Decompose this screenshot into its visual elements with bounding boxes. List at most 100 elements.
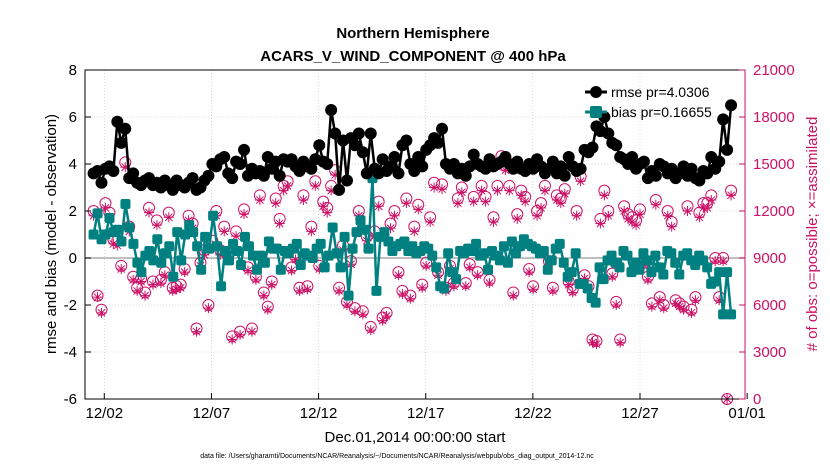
obs-assimilated-point <box>425 216 436 227</box>
bias-point <box>239 231 250 242</box>
rmse-point <box>693 174 706 187</box>
obs-assimilated-point <box>520 196 531 207</box>
obs-assimilated-point <box>116 263 127 274</box>
obs-assimilated-point <box>631 220 642 231</box>
x-tick-label: 12/02 <box>86 405 124 422</box>
obs-assimilated-point <box>92 292 103 303</box>
obs-assimilated-point <box>242 265 253 276</box>
bias-point <box>92 208 103 219</box>
obs-assimilated-point <box>128 274 139 285</box>
bias-point <box>176 255 187 266</box>
y-tick-label: 8 <box>69 62 77 79</box>
bias-point <box>347 243 358 254</box>
obs-assimilated-point <box>144 207 155 218</box>
bias-point <box>714 267 725 278</box>
y-axis-label-right: # of obs: o=possible; ×=assimilated <box>804 117 821 352</box>
bias-point <box>120 198 131 209</box>
legend-entry-rmse: rmse pr=4.0306 <box>585 84 710 100</box>
obs-assimilated-point <box>163 212 174 223</box>
y-right-tick-label: 0 <box>753 391 761 408</box>
rmse-point <box>95 176 108 189</box>
bias-point <box>431 262 442 273</box>
bias-point <box>566 267 577 278</box>
obs-assimilated-point <box>718 256 729 267</box>
bias-point <box>614 262 625 273</box>
rmse-point <box>558 169 571 182</box>
bias-point <box>371 285 382 296</box>
obs-assimilated-point <box>389 210 400 221</box>
obs-assimilated-point <box>714 295 725 306</box>
bias-point <box>212 241 223 252</box>
obs-assimilated-point <box>452 198 463 209</box>
rmse-point <box>602 127 615 140</box>
rmse-point <box>202 169 215 182</box>
rmse-point <box>356 146 369 159</box>
obs-assimilated-point <box>175 282 186 293</box>
rmse-point <box>392 167 405 180</box>
bias-point <box>243 241 254 252</box>
bias-point <box>443 248 454 259</box>
bias-point <box>502 257 513 268</box>
obs-assimilated-point <box>603 210 614 221</box>
rmse-point <box>416 160 429 173</box>
axes: -6 -4 -2 0 2 4 6 8 0 3000 6000 9000 12000 15000 18000 2… <box>64 62 795 422</box>
bias-point <box>180 229 191 240</box>
obs-assimilated-point <box>615 337 626 348</box>
bias-point <box>116 236 127 247</box>
bias-point <box>582 283 593 294</box>
obs-assimilated-point <box>282 180 293 191</box>
rmse-point <box>459 169 472 182</box>
obs-assimilated-point <box>627 216 638 227</box>
obs-assimilated-point <box>666 221 677 232</box>
rmse-point <box>400 134 413 147</box>
obs-assimilated-point <box>591 339 602 350</box>
x-tick-label: 12/12 <box>300 405 338 422</box>
bias-point <box>658 269 669 280</box>
bias-point <box>148 255 159 266</box>
bias-point <box>726 309 737 320</box>
obs-assimilated-point <box>120 162 131 173</box>
bias-point <box>156 257 167 268</box>
bias-point <box>498 241 509 252</box>
obs-assimilated-point <box>330 169 341 180</box>
obs-assimilated-point <box>341 300 352 310</box>
rmse-point <box>626 150 639 163</box>
bias-point <box>718 309 729 320</box>
rmse-point <box>348 139 361 152</box>
obs-assimilated-point <box>429 182 440 193</box>
obs-assimilated-point <box>650 199 661 210</box>
rmse-point <box>586 141 599 154</box>
obs-assimilated-point <box>310 180 321 191</box>
obs-assimilated-point <box>294 285 305 296</box>
obs-assimilated-point <box>686 307 697 318</box>
obs-assimilated-point <box>532 210 543 221</box>
obs-assimilated-point <box>702 202 713 213</box>
obs-assimilated-point <box>151 220 162 231</box>
obs-assimilated-point <box>409 226 420 237</box>
x-tick-label: 12/22 <box>514 405 552 422</box>
bias-point <box>355 215 366 226</box>
bias-point <box>128 238 139 249</box>
rmse-point <box>364 127 377 140</box>
obs-assimilated-point <box>484 278 495 289</box>
x-tick-label: 12/07 <box>193 405 231 422</box>
obs-assimilated-point <box>250 274 261 285</box>
obs-assimilated-point <box>536 202 547 213</box>
obs-assimilated-point <box>599 190 610 201</box>
obs-assimilated-point <box>132 285 143 296</box>
bias-point <box>124 222 135 233</box>
obs-assimilated-point <box>567 287 578 298</box>
obs-assimilated-point <box>611 300 622 310</box>
bias-point <box>538 245 549 256</box>
obs-assimilated-point <box>662 210 673 221</box>
chart-title-line-1: Northern Hemisphere <box>336 25 489 42</box>
obs-assimilated-point <box>302 284 313 295</box>
y-right-tick-label: 12000 <box>753 203 795 220</box>
obs-assimilated-point <box>314 263 325 274</box>
bias-point <box>351 227 362 238</box>
bias-point <box>104 213 115 224</box>
obs-assimilated-point <box>298 195 309 206</box>
obs-assimilated-point <box>654 295 665 306</box>
obs-assimilated-point <box>159 270 170 281</box>
